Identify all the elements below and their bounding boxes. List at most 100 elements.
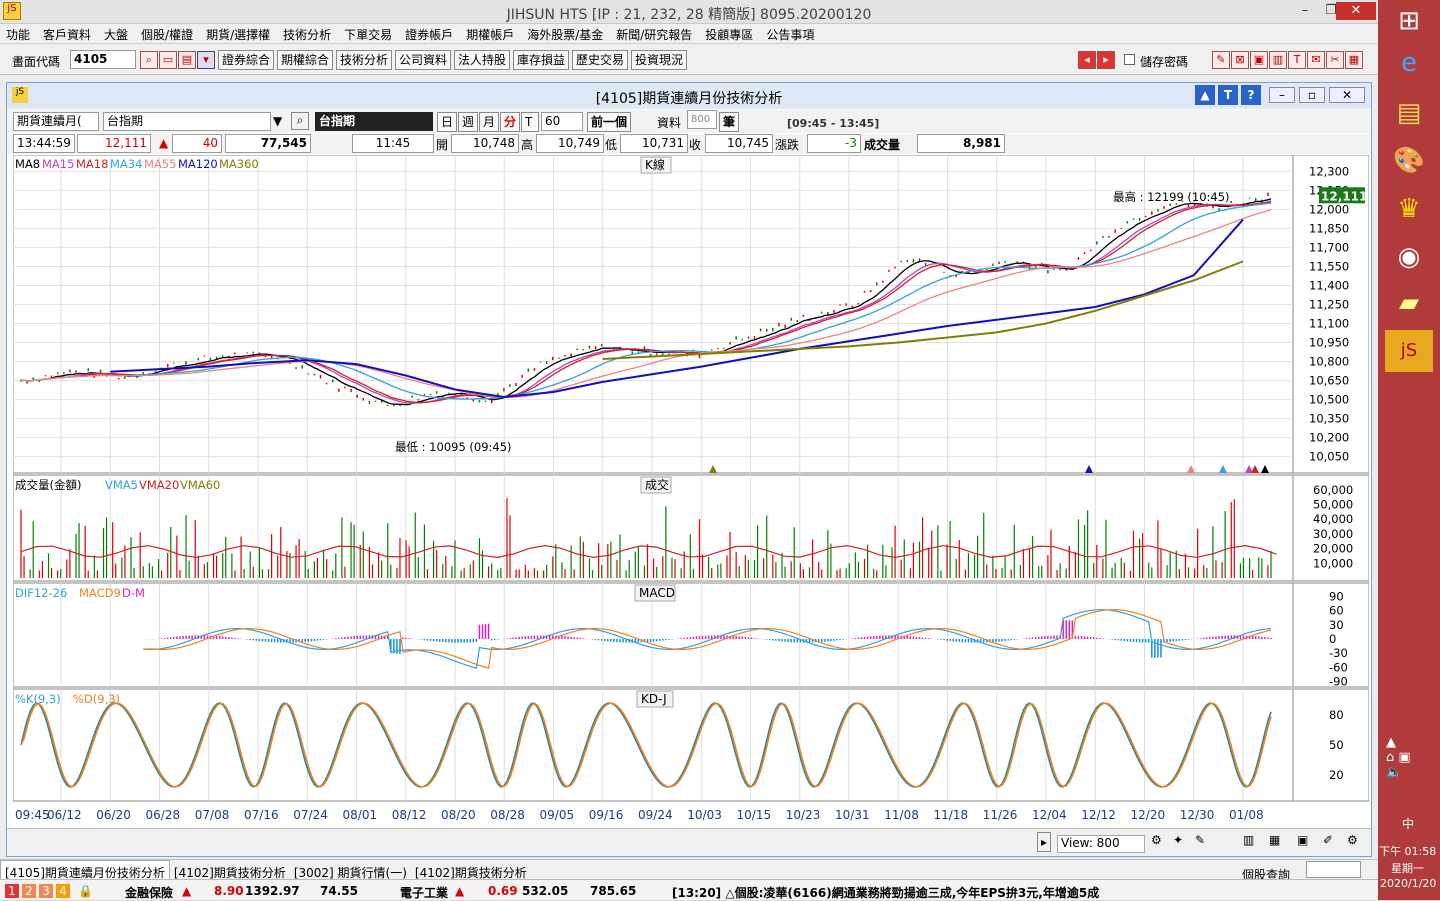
x-tick-label: 09/16 — [589, 808, 624, 822]
low-value: 10,731 — [620, 134, 688, 153]
group-4[interactable]: 4 — [56, 884, 70, 898]
period-day-button[interactable]: 日 — [437, 112, 457, 132]
data-count-input[interactable]: 800 — [687, 110, 717, 129]
investment-button[interactable]: 投資現況 — [631, 50, 688, 70]
group-2[interactable]: 2 — [22, 884, 36, 898]
tool-icon[interactable]: ⊠ — [1231, 51, 1249, 69]
save-password-checkbox[interactable] — [1124, 54, 1135, 65]
tool-icon[interactable]: ✉ — [1307, 51, 1325, 69]
lock-icon[interactable]: 🔒 — [78, 884, 93, 898]
tab[interactable]: [4102]期貨技術分析 — [173, 866, 286, 880]
crown-icon[interactable]: ♛ — [1397, 194, 1421, 224]
pane-title-box — [634, 584, 676, 602]
menu-item[interactable]: 證券帳戶 — [405, 28, 454, 42]
menu-item[interactable]: 技術分析 — [283, 28, 332, 42]
tab[interactable]: [3002] 期貨行情(一) — [293, 866, 407, 880]
period-minute-button[interactable]: 分 — [500, 112, 520, 132]
history-button[interactable]: 歷史交易 — [572, 50, 629, 70]
next-icon[interactable]: ▸ — [1097, 51, 1115, 69]
stock-query-input[interactable] — [1306, 861, 1361, 878]
menu-item[interactable]: 期權帳戶 — [466, 28, 515, 42]
sub-restore-button[interactable]: ▫ — [1299, 87, 1325, 103]
market-select[interactable]: 期貨連續月( — [13, 112, 99, 131]
gear-icon[interactable]: ⚙ — [1347, 833, 1358, 847]
securities-button[interactable]: 證券綜合 — [218, 50, 275, 70]
menu-item[interactable]: 下單交易 — [344, 28, 393, 42]
tray-icons[interactable]: ▲ ⌂ ▣ 🔈 — [1386, 735, 1411, 780]
ime-indicator[interactable]: 中 — [1402, 817, 1415, 831]
scroll-right-icon[interactable]: ▸ — [1037, 832, 1051, 852]
y-tick-label: -90 — [1329, 675, 1348, 689]
group-3[interactable]: 3 — [39, 884, 53, 898]
tool-icon[interactable]: T — [1288, 51, 1306, 69]
text-icon[interactable]: T — [1218, 85, 1238, 105]
subwindow-title-bar: jS [4105]期貨連續月份技術分析 ▲ T ? – ▫ ✕ — [7, 83, 1371, 109]
search-icon[interactable]: ⌕ — [140, 51, 158, 69]
inventory-button[interactable]: 庫存損益 — [513, 50, 570, 70]
windows-start-icon[interactable]: ⊞ — [1398, 6, 1420, 36]
code-input[interactable]: 4105 — [70, 50, 136, 69]
signal-marker — [1085, 465, 1093, 473]
company-button[interactable]: 公司資料 — [395, 50, 452, 70]
chrome-icon[interactable]: ◉ — [1397, 242, 1421, 272]
help-icon[interactable]: ? — [1241, 85, 1261, 105]
menu-item[interactable]: 期貨/選擇權 — [206, 28, 271, 42]
x-tick-label: 07/16 — [244, 808, 279, 822]
up-arrow-icon[interactable]: ▲ — [1195, 85, 1215, 105]
close-button[interactable]: ✕ — [1336, 2, 1376, 20]
period-month-button[interactable]: 月 — [479, 112, 499, 132]
prev-button[interactable]: 前一個 — [587, 112, 632, 132]
x-tick-label: 08/01 — [343, 808, 378, 822]
pane-axis-1 — [1292, 474, 1369, 582]
count-unit-button[interactable]: 筆 — [719, 112, 740, 132]
menu-item[interactable]: 功能 — [6, 28, 31, 42]
sub-close-button[interactable]: ✕ — [1329, 87, 1365, 103]
tool-icon[interactable]: ▥ — [1269, 51, 1287, 69]
news-ticker[interactable]: [13:20] △個股:凌華(6166)網通業務將勁揚逾三成,今年EPS拚3元,… — [672, 886, 1100, 900]
ma-line — [20, 198, 1272, 406]
paint-icon[interactable]: 🎨 — [1392, 146, 1426, 176]
tool-icon[interactable]: ✂ — [1326, 51, 1344, 69]
menu-item[interactable]: 海外股票/基金 — [527, 28, 604, 42]
period-week-button[interactable]: 週 — [458, 112, 478, 132]
chart-area[interactable]: 06/12 06/20 06/28 07/08 07/16 07/24 08/01 08/12… — [13, 155, 1369, 827]
minimize-button[interactable]: – — [1301, 3, 1309, 18]
menu-item[interactable]: 大盤 — [104, 28, 129, 42]
pencil-icon[interactable]: ✐ — [1323, 833, 1334, 847]
magnifier-icon[interactable]: ⌕ — [291, 112, 309, 130]
symbol-dropdown-icon[interactable]: ▼ — [273, 114, 283, 128]
tool-icon[interactable]: ✎ — [1212, 51, 1230, 69]
layout-icon[interactable]: ▦ — [1269, 833, 1281, 847]
print-icon[interactable]: ▤ — [178, 51, 196, 69]
tool-icon[interactable]: ▣ — [1250, 51, 1268, 69]
window-icon[interactable]: ▭ — [159, 51, 177, 69]
tool-icon[interactable]: ✎ — [1195, 833, 1206, 847]
restore-button[interactable]: ❐ — [1325, 3, 1337, 18]
dropdown-icon[interactable]: ▾ — [197, 51, 215, 69]
group-1[interactable]: 1 — [5, 884, 19, 898]
explorer-icon[interactable]: ▤ — [1396, 98, 1422, 128]
prev-icon[interactable]: ◂ — [1078, 51, 1096, 69]
tool-icon[interactable]: ▦ — [1345, 51, 1363, 69]
symbol-input[interactable]: 台指期 — [103, 112, 271, 131]
menu-item[interactable]: 公告事項 — [766, 28, 815, 42]
menu-item[interactable]: 客戶資料 — [43, 28, 92, 42]
x-tick-label: 11/18 — [934, 808, 969, 822]
interval-select[interactable]: 60 — [541, 112, 583, 131]
menu-item[interactable]: 新聞/研究報告 — [616, 28, 693, 42]
tool-icon[interactable]: ✦ — [1173, 833, 1184, 847]
jihsun-app-icon[interactable]: jS — [1385, 330, 1433, 372]
institution-button[interactable]: 法人持股 — [454, 50, 511, 70]
menu-item[interactable]: 個股/權證 — [141, 28, 194, 42]
menu-item[interactable]: 投顧專區 — [705, 28, 754, 42]
chart-tool-icon[interactable]: ▥ — [1243, 833, 1255, 847]
technical-button[interactable]: 技術分析 — [336, 50, 393, 70]
notes-icon[interactable]: ▰ — [1399, 288, 1419, 318]
period-tick-button[interactable]: T — [521, 112, 539, 132]
window-icon[interactable]: ▣ — [1297, 833, 1309, 847]
tab[interactable]: [4102]期貨技術分析 — [414, 866, 527, 880]
sub-minimize-button[interactable]: – — [1269, 87, 1295, 103]
futures-button[interactable]: 期權綜合 — [277, 50, 334, 70]
tool-icon[interactable]: ⚙ — [1151, 833, 1162, 847]
ie-icon[interactable]: e — [1401, 48, 1417, 78]
